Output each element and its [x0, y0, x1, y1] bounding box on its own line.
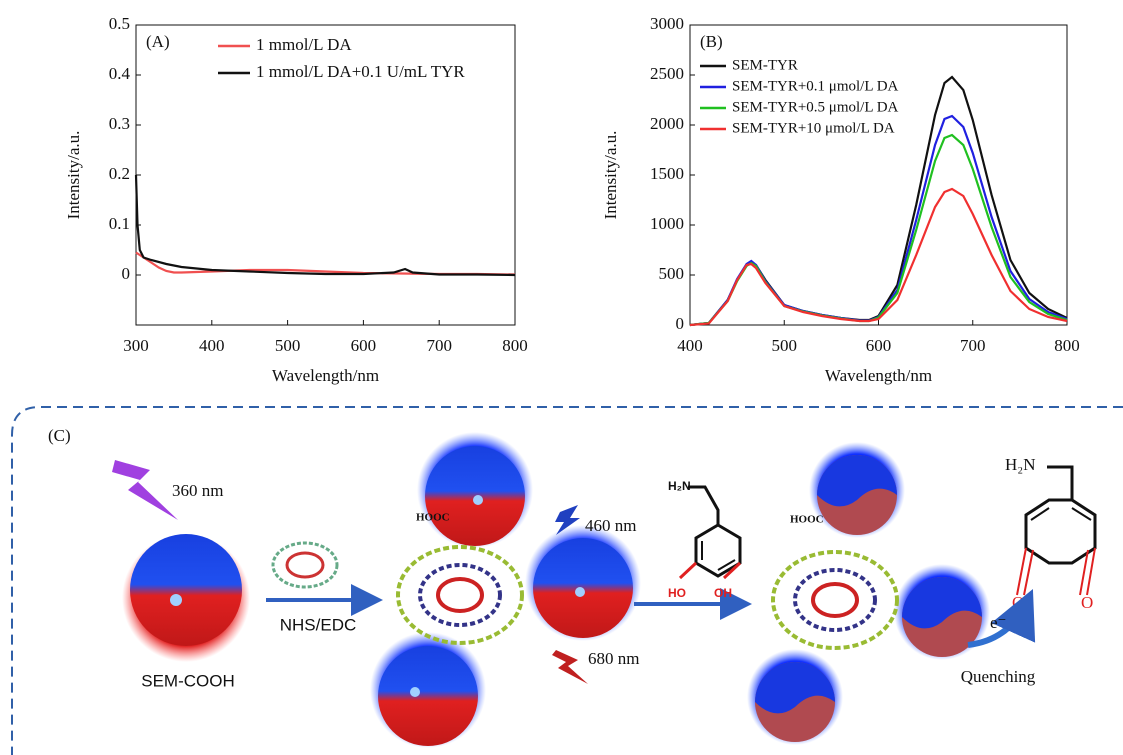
data-line — [689, 133, 1068, 327]
emission-blue-label: 460 nm — [585, 516, 636, 535]
lightning-blue — [555, 505, 580, 535]
y-tick-label: 1000 — [650, 214, 684, 233]
x-tick-label: 600 — [351, 336, 377, 355]
legend-label: SEM-TYR+10 μmol/L DA — [732, 120, 895, 136]
lightning-red — [552, 650, 588, 684]
data-line — [689, 187, 1068, 327]
electron-label: e⁻ — [990, 613, 1007, 632]
electron-arrow — [967, 589, 1036, 648]
quinone-structure — [1016, 465, 1097, 596]
enzymes — [271, 541, 899, 650]
dopamine-hydroxyl: OH — [714, 586, 732, 600]
y-tick-label: 0.4 — [109, 64, 131, 83]
y-tick-label: 2500 — [650, 64, 684, 83]
legend-label: SEM-TYR — [732, 57, 798, 73]
x-tick-label: 300 — [123, 336, 149, 355]
lightning-purple — [112, 460, 178, 520]
y-tick-label: 0.5 — [109, 14, 130, 33]
x-tick-label: 500 — [772, 336, 798, 355]
y-tick-label: 500 — [659, 264, 685, 283]
data-line — [689, 114, 1068, 327]
x-tick-label: 600 — [866, 336, 892, 355]
coupling-label: NHS/EDC — [280, 615, 357, 634]
x-tick-label: 700 — [426, 336, 452, 355]
x-tick-label: 700 — [960, 336, 986, 355]
dopamine-amine: H₂N — [668, 479, 691, 493]
particle-label: SEM-COOH — [141, 671, 235, 690]
particles — [122, 432, 990, 748]
data-line — [134, 174, 516, 277]
excitation-label: 360 nm — [172, 481, 223, 500]
enzyme-label: HOOC — [416, 512, 450, 524]
x-tick-label: 800 — [1054, 336, 1080, 355]
y-tick-label: 0 — [676, 314, 685, 333]
x-tick-label: 800 — [502, 336, 528, 355]
y-tick-label: 2000 — [650, 114, 684, 133]
y-tick-label: 1500 — [650, 164, 684, 183]
data-line — [135, 251, 516, 276]
y-axis-label: Intensity/a.u. — [601, 131, 620, 220]
x-tick-label: 500 — [275, 336, 301, 355]
legend-label: 1 mmol/L DA+0.1 U/mL TYR — [256, 62, 465, 81]
quinone-amine: H₂N — [1005, 455, 1035, 474]
panel-label: (C) — [48, 426, 71, 445]
y-tick-label: 0.2 — [109, 164, 130, 183]
y-axis-label: Intensity/a.u. — [64, 131, 83, 220]
panel-label: (B) — [700, 32, 723, 51]
panel-border — [11, 406, 1123, 755]
y-tick-label: 0 — [122, 264, 131, 283]
legend-label: SEM-TYR+0.1 μmol/L DA — [732, 78, 899, 94]
dopamine-hydroxyl: HO — [668, 586, 686, 600]
quinone-oxo: O — [1081, 593, 1093, 612]
quenching-label: Quenching — [961, 667, 1036, 686]
x-tick-label: 400 — [677, 336, 703, 355]
dopamine-structure — [678, 485, 742, 580]
enzyme-label: HOOC — [790, 514, 824, 526]
x-tick-label: 400 — [199, 336, 225, 355]
x-axis-label: Wavelength/nm — [825, 366, 932, 385]
x-axis-label: Wavelength/nm — [272, 366, 379, 385]
y-tick-label: 0.3 — [109, 114, 130, 133]
y-tick-label: 0.1 — [109, 214, 130, 233]
panel-label: (A) — [146, 32, 170, 51]
legend-label: SEM-TYR+0.5 μmol/L DA — [732, 99, 899, 115]
legend-label: 1 mmol/L DA — [256, 35, 352, 54]
y-tick-label: 3000 — [650, 14, 684, 33]
emission-red-label: 680 nm — [588, 649, 639, 668]
